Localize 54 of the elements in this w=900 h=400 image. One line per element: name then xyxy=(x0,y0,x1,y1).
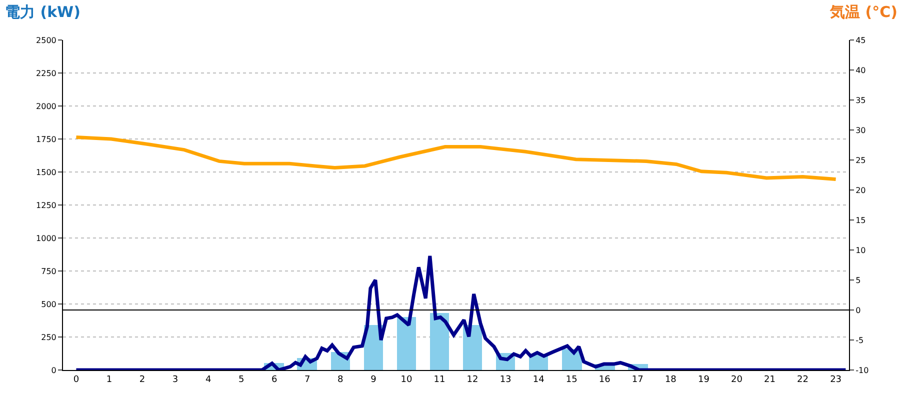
y2-tick-label: 40 xyxy=(856,66,866,75)
x-tick-label: 8 xyxy=(338,374,344,385)
y-tick-label: 1500 xyxy=(36,168,56,177)
bar xyxy=(397,317,416,370)
y-tick-label: 750 xyxy=(41,266,56,276)
y-tick-label: 1000 xyxy=(36,234,56,243)
y-tick-label: 250 xyxy=(41,332,56,342)
y-axis-title: 電力 (kW) xyxy=(5,3,80,21)
y-tick-label: 1750 xyxy=(36,134,56,144)
bar xyxy=(463,325,482,370)
x-tick-label: 12 xyxy=(466,374,478,385)
x-tick-label: 11 xyxy=(434,374,446,385)
y2-tick-label: 45 xyxy=(856,36,866,45)
y2-tick-label: -5 xyxy=(856,336,864,345)
x-tick-label: 14 xyxy=(532,374,545,385)
y2-tick-label: 0 xyxy=(856,306,861,315)
x-tick-label: 23 xyxy=(830,374,842,385)
x-tick-label: 20 xyxy=(730,374,743,385)
x-tick-label: 7 xyxy=(304,374,310,385)
y-tick-label: 2500 xyxy=(36,36,56,45)
x-tick-label: 22 xyxy=(797,374,808,385)
x-tick-label: 16 xyxy=(598,374,611,385)
y2-axis-title: 気温 (°C) xyxy=(829,3,898,21)
y2-tick-label: 10 xyxy=(856,246,866,255)
x-tick-label: 1 xyxy=(106,374,112,385)
y-tick-label: 1250 xyxy=(36,200,56,210)
line-series xyxy=(74,135,838,181)
y2-tick-label: 35 xyxy=(856,96,866,105)
bar xyxy=(430,313,449,370)
x-tick-label: 10 xyxy=(400,374,412,385)
y-tick-label: 0 xyxy=(51,366,56,375)
y2-tick-label: -10 xyxy=(856,366,869,375)
y-tick-label: 500 xyxy=(41,300,56,309)
x-tick-label: 17 xyxy=(632,374,644,385)
x-tick-label: 0 xyxy=(73,374,80,385)
y2-tick-label: 25 xyxy=(856,156,866,165)
y-tick-label: 2250 xyxy=(36,68,56,78)
x-tick-label: 9 xyxy=(370,374,377,385)
x-tick-label: 3 xyxy=(172,374,178,385)
x-tick-label: 5 xyxy=(238,374,244,385)
x-tick-label: 2 xyxy=(139,374,146,385)
x-tick-label: 18 xyxy=(664,374,677,385)
y2-tick-label: 15 xyxy=(856,216,866,225)
y-tick-label: 2000 xyxy=(36,102,56,111)
x-tick-label: 13 xyxy=(500,374,512,385)
y2-tick-label: 30 xyxy=(856,126,866,135)
x-tick-label: 6 xyxy=(271,374,278,385)
x-tick-label: 4 xyxy=(205,374,212,385)
y2-tick-label: 5 xyxy=(856,276,861,285)
x-tick-label: 15 xyxy=(566,374,578,385)
x-tick-label: 19 xyxy=(698,374,710,385)
y2-tick-label: 20 xyxy=(856,186,866,195)
x-tick-label: 21 xyxy=(764,374,776,385)
line-series xyxy=(74,254,848,370)
